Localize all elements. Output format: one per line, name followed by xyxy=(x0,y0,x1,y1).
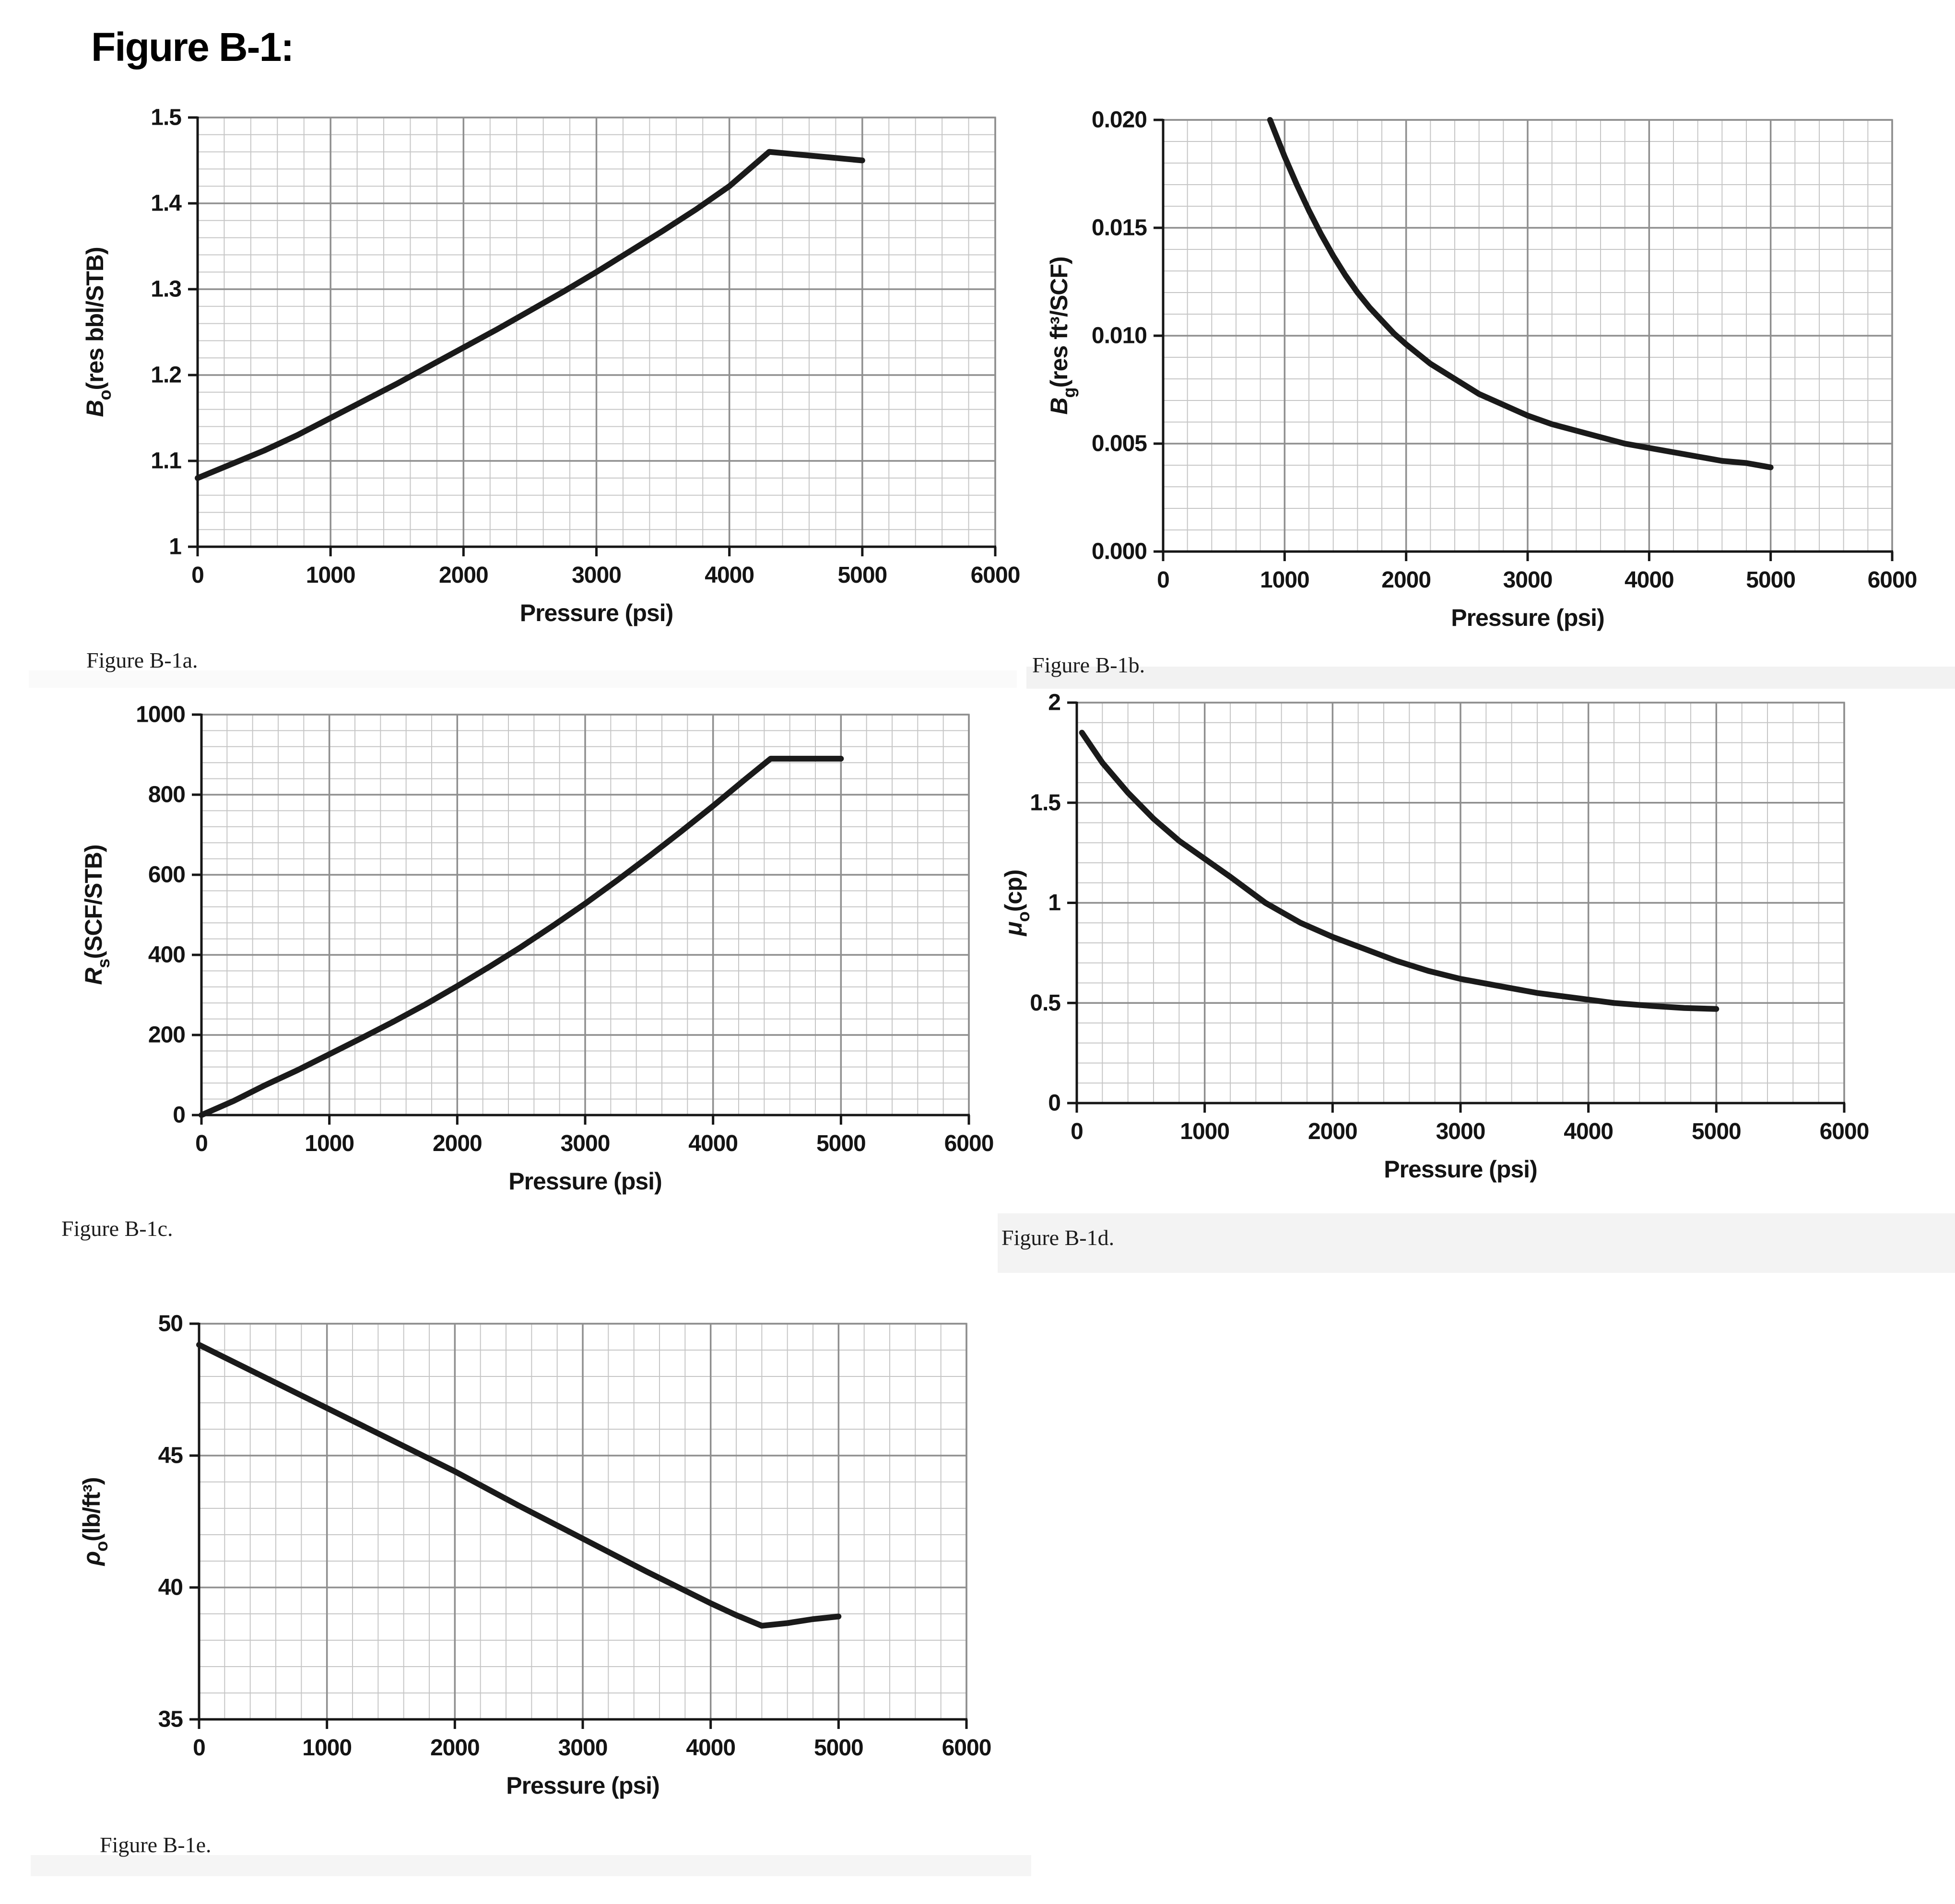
caption-b1e: Figure B-1e. xyxy=(100,1833,212,1857)
svg-text:0: 0 xyxy=(173,1103,185,1128)
svg-text:6000: 6000 xyxy=(944,1131,994,1156)
figure-b1a: 0 1000 2000 3000 4000 5000 6000 1 1.1 1.2 1.3 1.4 1.… xyxy=(58,91,1046,700)
chart-b1c-solution-gas-oil-ratio: 0 1000 2000 3000 4000 5000 6000 0 200 400 600 800 10… xyxy=(80,702,994,1195)
svg-text:ρo(lb/ft³): ρo(lb/ft³) xyxy=(78,1478,111,1567)
svg-text:800: 800 xyxy=(148,782,185,808)
svg-text:0: 0 xyxy=(195,1131,208,1156)
svg-text:1.5: 1.5 xyxy=(151,105,181,130)
svg-text:1.1: 1.1 xyxy=(151,448,181,474)
chart-b1e-oil-density: 0 1000 2000 3000 4000 5000 6000 35 40 45 50 Pressur… xyxy=(78,1311,991,1799)
svg-text:1000: 1000 xyxy=(136,702,185,728)
svg-text:0: 0 xyxy=(1048,1091,1060,1116)
page-title: Figure B-1: xyxy=(91,24,294,70)
svg-text:2000: 2000 xyxy=(439,563,488,588)
svg-text:6000: 6000 xyxy=(942,1735,991,1761)
svg-text:3000: 3000 xyxy=(561,1131,610,1156)
svg-text:4000: 4000 xyxy=(705,563,754,588)
svg-text:40: 40 xyxy=(158,1575,183,1600)
svg-text:5000: 5000 xyxy=(837,563,887,588)
svg-text:3000: 3000 xyxy=(1503,567,1553,593)
figure-b1c: 0 1000 2000 3000 4000 5000 6000 0 200 400 600 800 10… xyxy=(58,688,1046,1273)
svg-text:0: 0 xyxy=(193,1735,205,1761)
svg-text:Bo(res bbl/STB): Bo(res bbl/STB) xyxy=(82,247,115,417)
svg-text:Pressure (psi): Pressure (psi) xyxy=(508,1168,661,1195)
svg-text:1000: 1000 xyxy=(1180,1119,1229,1144)
chart-b1b-gas-formation-volume-factor: 0 1000 2000 3000 4000 5000 6000 0.000 0.005 0.010… xyxy=(1046,107,1917,632)
svg-text:1.3: 1.3 xyxy=(151,277,181,302)
svg-text:1.5: 1.5 xyxy=(1030,790,1060,815)
svg-text:3000: 3000 xyxy=(572,563,621,588)
caption-b1d: Figure B-1d. xyxy=(1001,1225,1115,1250)
svg-text:1: 1 xyxy=(1048,890,1060,916)
svg-text:3000: 3000 xyxy=(558,1735,608,1761)
svg-text:0.005: 0.005 xyxy=(1092,431,1147,457)
svg-text:5000: 5000 xyxy=(1746,567,1795,593)
svg-text:0: 0 xyxy=(191,563,204,588)
svg-text:0.020: 0.020 xyxy=(1092,107,1147,133)
svg-text:4000: 4000 xyxy=(1564,1119,1613,1144)
svg-text:5000: 5000 xyxy=(816,1131,866,1156)
svg-text:4000: 4000 xyxy=(686,1735,735,1761)
svg-text:1000: 1000 xyxy=(1260,567,1309,593)
svg-text:4000: 4000 xyxy=(1625,567,1674,593)
chart-b1d-oil-viscosity: 0 1000 2000 3000 4000 5000 6000 0 0.5 1 1.5 2 Pressu… xyxy=(1000,690,1869,1183)
svg-text:0: 0 xyxy=(1157,567,1169,593)
svg-text:6000: 6000 xyxy=(1868,567,1917,593)
chart-b1a-oil-formation-volume-factor: 0 1000 2000 3000 4000 5000 6000 1 1.1 1.2 1.3 1.4 1.… xyxy=(82,105,1020,627)
svg-text:45: 45 xyxy=(158,1443,183,1469)
svg-text:Pressure (psi): Pressure (psi) xyxy=(520,599,673,626)
svg-text:2000: 2000 xyxy=(1308,1119,1357,1144)
svg-text:50: 50 xyxy=(158,1311,183,1337)
caption-b1b: Figure B-1b. xyxy=(1032,653,1145,677)
svg-text:5000: 5000 xyxy=(814,1735,863,1761)
caption-b1c: Figure B-1c. xyxy=(61,1216,173,1241)
svg-text:2: 2 xyxy=(1048,690,1060,716)
svg-text:200: 200 xyxy=(148,1023,185,1048)
caption-b1a: Figure B-1a. xyxy=(86,648,198,672)
svg-text:5000: 5000 xyxy=(1692,1119,1741,1144)
svg-text:Pressure (psi): Pressure (psi) xyxy=(1451,604,1604,631)
svg-text:600: 600 xyxy=(148,862,185,888)
svg-text:1: 1 xyxy=(169,534,181,560)
svg-text:1000: 1000 xyxy=(306,563,355,588)
svg-text:0.010: 0.010 xyxy=(1092,323,1147,349)
svg-text:0.5: 0.5 xyxy=(1030,990,1060,1016)
figure-b1b: 0 1000 2000 3000 4000 5000 6000 0.000 0.005 0.010… xyxy=(1026,91,1955,705)
svg-text:Pressure (psi): Pressure (psi) xyxy=(1384,1156,1537,1183)
svg-text:0: 0 xyxy=(1071,1119,1083,1144)
svg-text:Rs(SCF/STB): Rs(SCF/STB) xyxy=(80,845,113,985)
svg-text:400: 400 xyxy=(148,942,185,968)
svg-text:6000: 6000 xyxy=(971,563,1020,588)
svg-text:2000: 2000 xyxy=(433,1131,482,1156)
svg-text:2000: 2000 xyxy=(1381,567,1431,593)
svg-text:3000: 3000 xyxy=(1436,1119,1485,1144)
svg-text:1000: 1000 xyxy=(305,1131,354,1156)
svg-text:Pressure (psi): Pressure (psi) xyxy=(506,1772,659,1799)
svg-text:1.4: 1.4 xyxy=(151,191,182,216)
svg-text:μo(cp): μo(cp) xyxy=(1000,870,1033,937)
svg-text:1000: 1000 xyxy=(302,1735,352,1761)
svg-text:0.000: 0.000 xyxy=(1092,539,1147,564)
svg-text:6000: 6000 xyxy=(1820,1119,1869,1144)
svg-text:1.2: 1.2 xyxy=(151,363,181,388)
svg-text:4000: 4000 xyxy=(688,1131,738,1156)
figure-b1d: 0 1000 2000 3000 4000 5000 6000 0 0.5 1 1.5 2 Pressu… xyxy=(988,676,1926,1281)
svg-text:35: 35 xyxy=(158,1707,183,1732)
svg-text:Bg(res ft³/SCF): Bg(res ft³/SCF) xyxy=(1046,257,1079,414)
svg-text:2000: 2000 xyxy=(430,1735,480,1761)
svg-text:0.015: 0.015 xyxy=(1092,215,1147,241)
figure-b1e: 0 1000 2000 3000 4000 5000 6000 35 40 45 50 Pressur… xyxy=(58,1297,1046,1887)
